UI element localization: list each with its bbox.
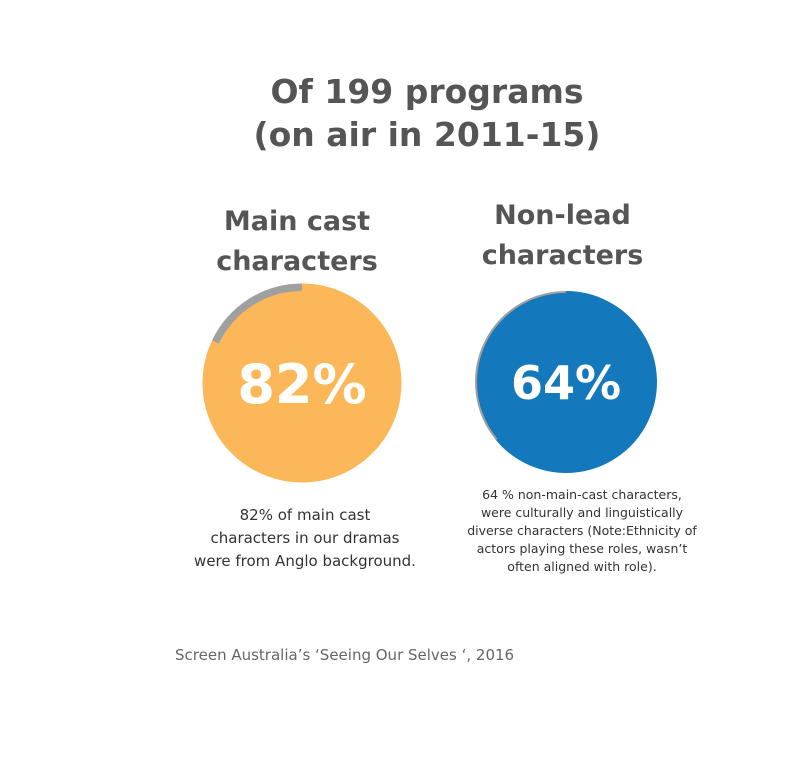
main-cast-desc-line-2: characters in our dramas bbox=[210, 529, 400, 547]
non-lead-desc-line-1: 64 % non-main-cast characters, bbox=[482, 487, 682, 502]
non-lead-fill-circle bbox=[477, 293, 655, 471]
non-lead-heading: Non-lead characters bbox=[455, 196, 670, 276]
page-title: Of 199 programs (on air in 2011-15) bbox=[0, 70, 812, 156]
main-cast-heading-line-1: Main cast bbox=[223, 206, 371, 237]
main-cast-fill-circle bbox=[210, 291, 394, 475]
non-lead-description: 64 % non-main-cast characters, were cult… bbox=[452, 486, 712, 576]
main-cast-desc-line-1: 82% of main cast bbox=[239, 506, 371, 524]
main-cast-heading: Main cast characters bbox=[192, 202, 402, 282]
non-lead-desc-line-3: diverse characters (Note:Ethnicity of bbox=[467, 523, 697, 538]
title-line-2: (on air in 2011-15) bbox=[253, 115, 601, 154]
donut-left-value-arc bbox=[202, 283, 402, 483]
source-citation: Screen Australia’s ‘Seeing Our Selves ‘,… bbox=[175, 646, 515, 664]
main-cast-remainder-arc bbox=[211, 283, 303, 345]
title-line-1: Of 199 programs bbox=[270, 72, 584, 111]
main-cast-description: 82% of main cast characters in our drama… bbox=[170, 504, 440, 573]
non-lead-heading-line-2: characters bbox=[481, 240, 644, 271]
main-cast-percent-label: 82% bbox=[237, 353, 366, 416]
non-lead-desc-line-4: actors playing these roles, wasn’t bbox=[476, 541, 688, 556]
non-lead-desc-line-5: often aligned with role). bbox=[507, 559, 657, 574]
main-cast-donut-chart: 82% bbox=[202, 283, 402, 483]
non-lead-desc-line-2: were culturally and linguistically bbox=[480, 505, 684, 520]
non-lead-donut-chart: 64% bbox=[475, 291, 657, 473]
non-lead-percent-label: 64% bbox=[511, 356, 621, 410]
main-cast-heading-line-2: characters bbox=[216, 246, 378, 277]
main-cast-desc-line-3: were from Anglo background. bbox=[194, 552, 416, 570]
non-lead-heading-line-1: Non-lead bbox=[494, 200, 631, 231]
